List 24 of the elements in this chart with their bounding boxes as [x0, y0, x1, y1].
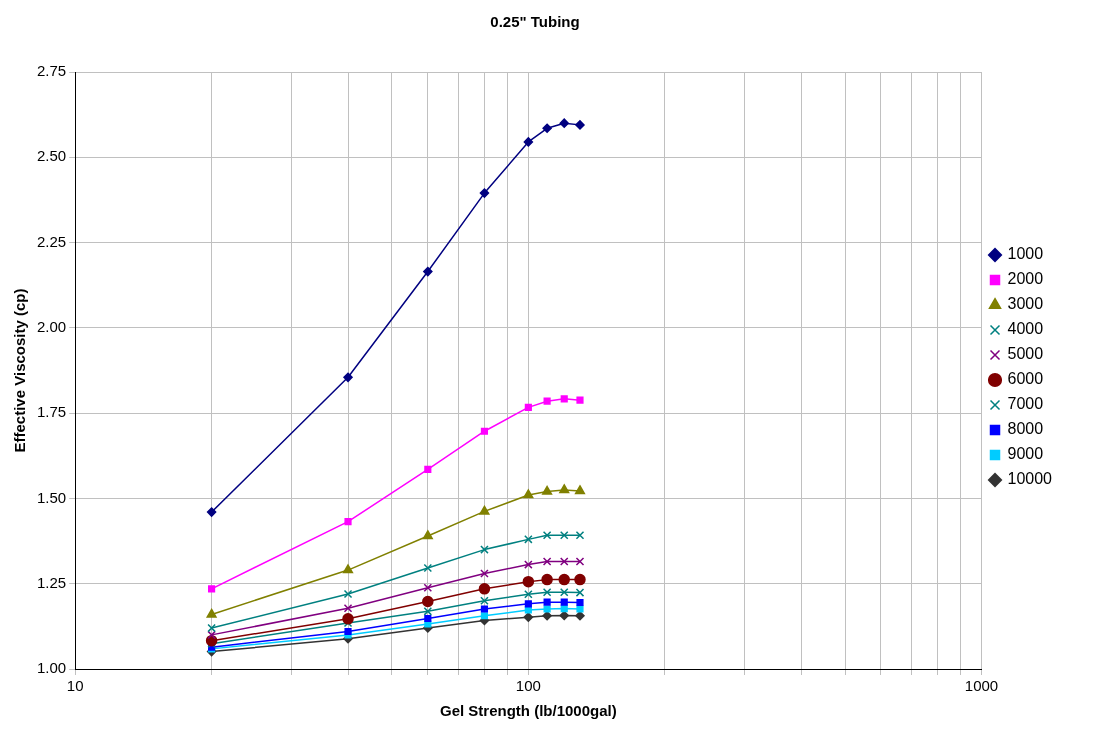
legend-label: 8000 [1007, 420, 1044, 438]
chart-title: 0.25" Tubing [490, 13, 580, 31]
legend-label: 10000 [1007, 470, 1053, 488]
x-tick-label: 10 [66, 677, 84, 695]
x-tick-label: 1000 [964, 677, 999, 695]
legend-label: 5000 [1007, 345, 1044, 363]
y-tick-label: 1.00 [36, 659, 67, 677]
y-tick-label: 1.75 [36, 403, 67, 421]
legend-label: 3000 [1007, 295, 1044, 313]
legend-label: 2000 [1007, 270, 1044, 288]
legend-label: 9000 [1007, 445, 1044, 463]
y-tick-label: 2.50 [36, 147, 67, 165]
y-tick-label: 2.00 [36, 318, 67, 335]
y-tick-label: 2.25 [36, 232, 67, 250]
legend-label: 7000 [1007, 395, 1044, 413]
y-tick-label: 1.25 [36, 573, 67, 591]
y-tick-label: 2.75 [36, 62, 67, 80]
x-axis-title: Gel Strength (lb/1000gal) [439, 702, 617, 720]
legend-label: 4000 [1007, 320, 1044, 338]
legend-label: 1000 [1007, 245, 1044, 263]
x-tick-label: 100 [515, 677, 541, 695]
y-tick-label: 1.50 [36, 488, 67, 506]
y-axis-title: Effective Viscosity (cp) [11, 288, 29, 453]
legend-label: 6000 [1007, 370, 1044, 388]
